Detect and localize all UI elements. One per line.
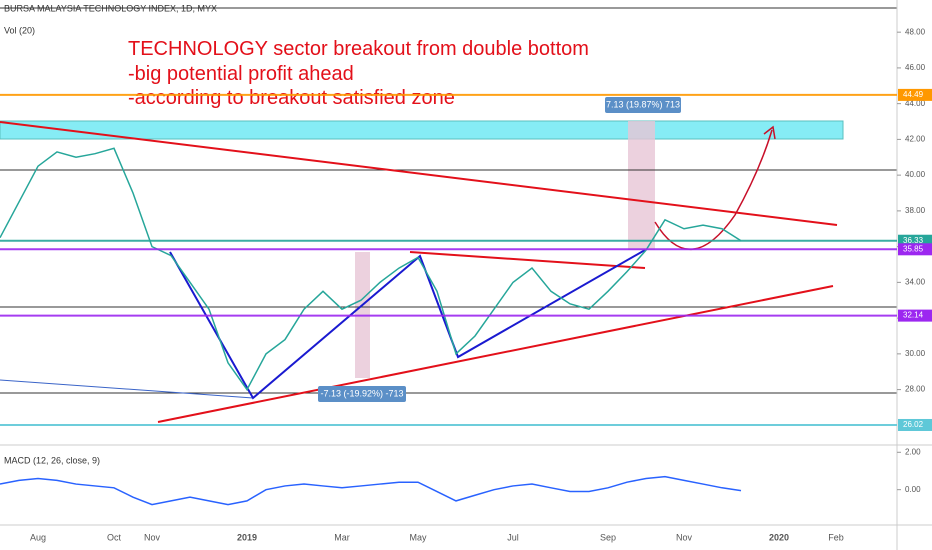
- trend-line: [0, 379, 254, 399]
- annotation: -according to breakout satisfied zone: [128, 87, 455, 109]
- macd-title: MACD (12, 26, close, 9): [4, 455, 100, 465]
- target-zone: [0, 120, 844, 140]
- measure-label: -7.13 (-19.92%) -713: [320, 388, 403, 398]
- projection-arrow: [654, 129, 773, 250]
- y-tick-label: 40.00: [905, 170, 926, 179]
- y-tick-label: 34.00: [905, 277, 926, 286]
- level-label: 44.49: [903, 90, 924, 99]
- y-tick-label: 38.00: [905, 206, 926, 215]
- x-tick-label: 2020: [769, 532, 789, 542]
- price-line: [0, 147, 742, 392]
- trend-line: [157, 285, 834, 423]
- x-tick-label: May: [409, 532, 427, 542]
- level-label: 36.33: [903, 236, 924, 245]
- price-line: [0, 475, 742, 506]
- x-tick-label: 2019: [237, 532, 257, 542]
- wave-line: [169, 249, 646, 400]
- x-tick-label: Aug: [30, 532, 46, 542]
- x-tick-label: Feb: [828, 532, 844, 542]
- chart-title: BURSA MALAYSIA TECHNOLOGY INDEX, 1D, MYX: [4, 3, 217, 13]
- y-tick-label: 44.00: [905, 99, 926, 108]
- x-tick-label: Sep: [600, 532, 616, 542]
- annotation: TECHNOLOGY sector breakout from double b…: [128, 38, 589, 60]
- level-label-box: [898, 88, 932, 101]
- x-tick-label: Oct: [107, 532, 122, 542]
- x-tick-label: Mar: [334, 532, 350, 542]
- trend-line: [409, 251, 646, 269]
- arrow-head: [763, 125, 776, 140]
- level-label: 32.14: [903, 311, 924, 320]
- x-tick-label: Jul: [507, 532, 519, 542]
- y-tick-label: 28.00: [905, 385, 926, 394]
- y-tick-label: 0.00: [905, 485, 921, 494]
- measure-label-box: [605, 97, 681, 113]
- annotation: -big potential profit ahead: [128, 63, 354, 85]
- y-tick-label: 30.00: [905, 349, 926, 358]
- level-label-box: [898, 243, 932, 256]
- level-label: 35.85: [903, 244, 924, 253]
- measure-box: [628, 121, 655, 250]
- level-label-box: [898, 418, 932, 431]
- measure-label: 7.13 (19.87%) 713: [606, 99, 680, 109]
- level-label-box: [898, 309, 932, 322]
- x-tick-label: Nov: [144, 532, 161, 542]
- y-tick-label: 2.00: [905, 447, 921, 456]
- y-tick-label: 48.00: [905, 27, 926, 36]
- subtitle: Vol (20): [4, 25, 35, 35]
- trend-line: [0, 121, 838, 226]
- y-tick-label: 46.00: [905, 63, 926, 72]
- measure-label-box: [318, 386, 406, 402]
- level-label: 26.02: [903, 420, 924, 429]
- y-tick-label: 42.00: [905, 135, 926, 144]
- x-tick-label: Nov: [676, 532, 693, 542]
